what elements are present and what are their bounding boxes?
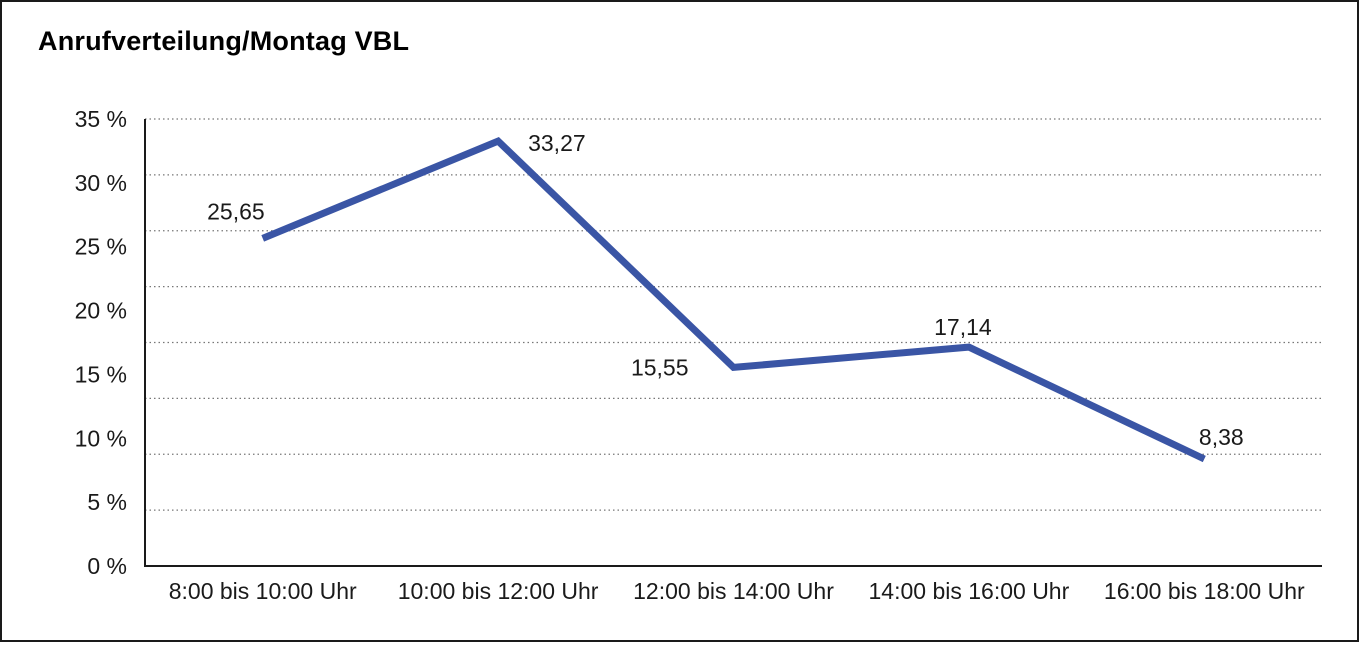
data-point-label: 33,27 xyxy=(528,130,586,156)
x-tick-label: 14:00 bis 16:00 Uhr xyxy=(869,578,1070,604)
data-point-label: 15,55 xyxy=(631,354,689,380)
y-tick-label: 20 % xyxy=(75,298,127,324)
y-tick-label: 35 % xyxy=(75,106,127,132)
y-tick-label: 0 % xyxy=(87,553,127,579)
y-tick-label: 30 % xyxy=(75,170,127,196)
data-point-label: 25,65 xyxy=(207,198,265,224)
x-tick-label: 8:00 bis 10:00 Uhr xyxy=(169,578,357,604)
y-tick-label: 10 % xyxy=(75,425,127,451)
series-line xyxy=(261,136,1206,463)
y-tick-label: 25 % xyxy=(75,234,127,260)
y-tick-label: 15 % xyxy=(75,361,127,387)
data-point-label: 8,38 xyxy=(1199,424,1244,450)
x-tick-label: 16:00 bis 18:00 Uhr xyxy=(1104,578,1305,604)
chart-title: Anrufverteilung/Montag VBL xyxy=(38,26,410,56)
x-tick-label: 12:00 bis 14:00 Uhr xyxy=(633,578,834,604)
data-point-label: 17,14 xyxy=(934,314,992,340)
y-tick-label: 5 % xyxy=(87,489,127,515)
x-tick-label: 10:00 bis 12:00 Uhr xyxy=(398,578,599,604)
